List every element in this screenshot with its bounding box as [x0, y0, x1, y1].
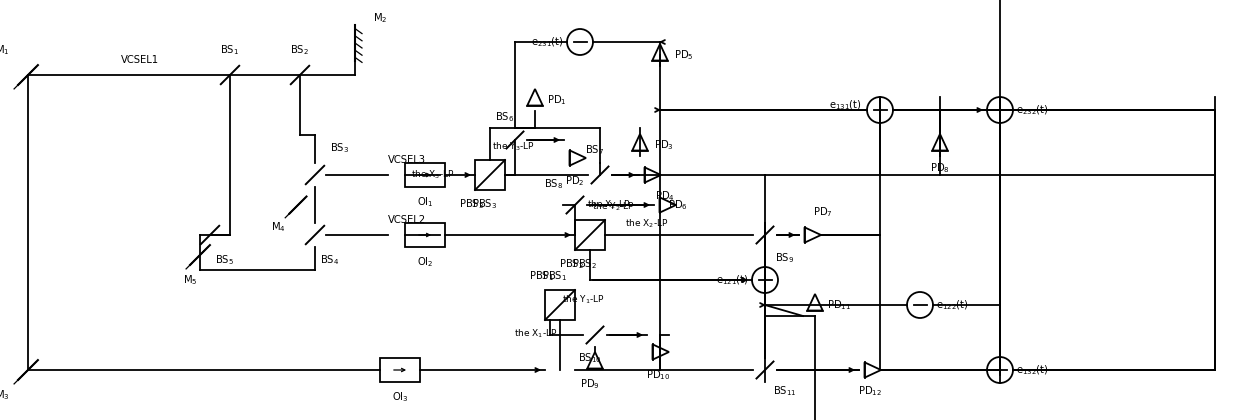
Text: PD$_9$: PD$_9$	[580, 377, 600, 391]
Text: BS$_4$: BS$_4$	[320, 253, 339, 267]
Text: PBS$_2$: PBS$_2$	[572, 257, 597, 271]
Bar	[405, 163, 445, 187]
Text: PD$_8$: PD$_8$	[930, 161, 950, 175]
Text: the Y$_1$-LP: the Y$_1$-LP	[563, 294, 605, 306]
Text: e$_{131}$(t): e$_{131}$(t)	[829, 98, 862, 112]
Text: M$_1$: M$_1$	[0, 43, 10, 57]
Text: PBS$_3$: PBS$_3$	[472, 197, 498, 211]
Text: the X$_3$-LP: the X$_3$-LP	[411, 169, 455, 181]
Text: the Y$_2$-LP: the Y$_2$-LP	[592, 200, 634, 213]
Bar	[575, 220, 605, 250]
Text: PD$_2$: PD$_2$	[565, 174, 585, 188]
Text: PD$_{11}$: PD$_{11}$	[826, 298, 851, 312]
Text: e$_{232}$(t): e$_{232}$(t)	[1016, 103, 1049, 117]
Text: OI$_3$: OI$_3$	[392, 390, 409, 404]
Text: VCSEL1: VCSEL1	[121, 55, 159, 65]
Text: BS$_5$: BS$_5$	[216, 253, 234, 267]
Text: BS$_8$: BS$_8$	[544, 177, 563, 191]
Text: e$_{121}$(t): e$_{121}$(t)	[716, 273, 750, 287]
Text: PD$_5$: PD$_5$	[674, 48, 694, 62]
Text: the X$_1$-LP: the X$_1$-LP	[514, 327, 558, 339]
Text: M$_3$: M$_3$	[0, 388, 10, 402]
Text: M$_4$: M$_4$	[271, 220, 286, 234]
Text: M$_5$: M$_5$	[182, 273, 197, 287]
Text: PD$_6$: PD$_6$	[668, 198, 688, 212]
Text: BS$_9$: BS$_9$	[776, 251, 794, 265]
Text: BS$_6$: BS$_6$	[496, 110, 514, 124]
Text: PBS$_3$: PBS$_3$	[460, 197, 484, 211]
Text: PBS$_1$: PBS$_1$	[529, 269, 555, 283]
Text: PD$_{12}$: PD$_{12}$	[859, 384, 882, 398]
Text: PD$_7$: PD$_7$	[813, 205, 833, 219]
Text: PBS$_2$: PBS$_2$	[560, 257, 585, 271]
Bar	[405, 223, 445, 247]
Text: PD$_3$: PD$_3$	[654, 138, 674, 152]
Text: PD$_4$: PD$_4$	[655, 189, 675, 203]
Text: the X$_2$-LP: the X$_2$-LP	[624, 218, 669, 230]
Text: BS$_2$: BS$_2$	[290, 43, 310, 57]
Text: OI$_2$: OI$_2$	[416, 255, 434, 269]
Bar	[545, 290, 575, 320]
Text: PD$_{10}$: PD$_{10}$	[646, 368, 670, 382]
Text: BS$_3$: BS$_3$	[330, 141, 349, 155]
Bar	[380, 358, 420, 382]
Text: e$_{231}$(t): e$_{231}$(t)	[532, 35, 564, 49]
Text: BS$_{10}$: BS$_{10}$	[579, 351, 602, 365]
Text: OI$_1$: OI$_1$	[416, 195, 434, 209]
Text: PBS$_1$: PBS$_1$	[543, 269, 567, 283]
Text: the X$_2$-LP: the X$_2$-LP	[587, 199, 631, 211]
Text: BS$_7$: BS$_7$	[585, 143, 605, 157]
Text: M$_2$: M$_2$	[373, 11, 388, 25]
Bar	[475, 160, 506, 190]
Text: VCSEL3: VCSEL3	[388, 155, 426, 165]
Text: e$_{132}$(t): e$_{132}$(t)	[1016, 363, 1049, 377]
Text: the Y$_3$-LP: the Y$_3$-LP	[492, 141, 535, 153]
Text: e$_{122}$(t): e$_{122}$(t)	[935, 298, 969, 312]
Text: PD$_1$: PD$_1$	[546, 93, 566, 107]
Text: VCSEL2: VCSEL2	[388, 215, 426, 225]
Text: BS$_{11}$: BS$_{11}$	[773, 384, 797, 398]
Text: BS$_1$: BS$_1$	[221, 43, 239, 57]
